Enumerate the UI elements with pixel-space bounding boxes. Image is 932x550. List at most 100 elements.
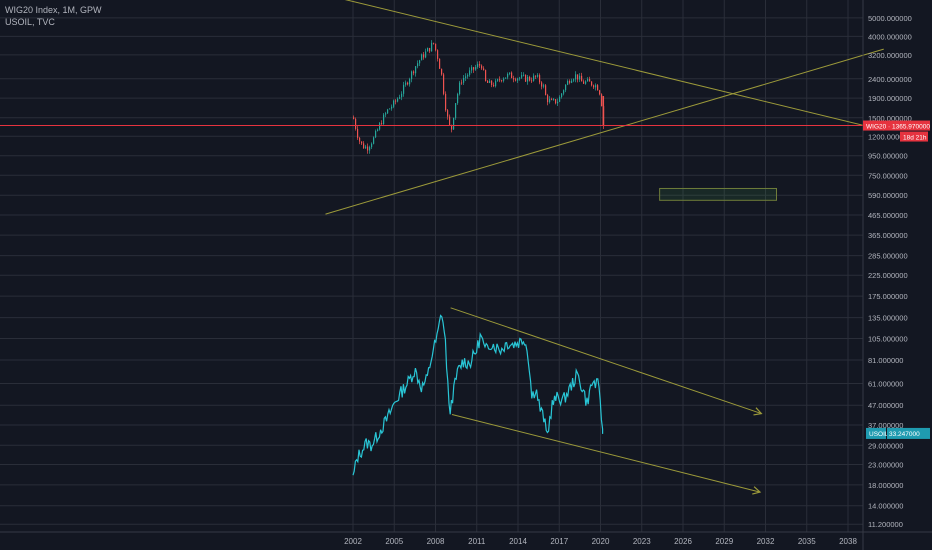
y-axis-tick-label: 1900.000000 — [868, 94, 912, 103]
wig20-candle-body — [485, 70, 487, 81]
wig20-candle-body — [587, 79, 589, 82]
y-axis-tick-label: 61.000000 — [868, 380, 903, 389]
wig20-candle-body — [395, 100, 397, 102]
y-axis-tick-label: 3200.000000 — [868, 51, 912, 60]
wig20-candle-body — [363, 143, 365, 149]
wig20-candle-body — [477, 64, 479, 68]
y-axis-tick-label: 18.000000 — [868, 481, 903, 490]
y-axis-tick-label: 2400.000000 — [868, 75, 912, 84]
x-axis-tick-label: 2032 — [757, 537, 775, 546]
wig20-candle-body — [509, 72, 511, 74]
wig20-candle-body — [521, 75, 523, 78]
wig20-candle-body — [353, 117, 355, 119]
trendline-oil-lower-channel[interactable] — [451, 414, 761, 493]
wig20-candle-body — [447, 110, 449, 117]
wig20-candle-body — [493, 84, 495, 87]
wig20-candle-body — [421, 54, 423, 61]
wig20-candle-body — [589, 79, 591, 82]
y-axis-tick-label: 365.000000 — [868, 231, 908, 240]
y-axis-tick-label: 4000.000000 — [868, 32, 912, 41]
trendline-wig-upper-descending[interactable] — [326, 0, 884, 131]
wig20-candle-body — [369, 147, 371, 151]
wig20-candle-body — [537, 75, 539, 77]
wig20-candle-body — [409, 79, 411, 85]
legend-overlay-symbol[interactable]: USOIL, TVC — [5, 17, 55, 27]
wig20-candle-body — [399, 97, 401, 99]
wig20-candle-body — [527, 76, 529, 82]
wig20-candle-body — [377, 129, 379, 131]
wig20-candle-body — [503, 78, 505, 81]
wig20-candle-body — [597, 85, 599, 91]
wig20-candle-body — [569, 80, 571, 83]
range-box-layer[interactable] — [659, 187, 777, 201]
y-axis-tick-label: 750.000000 — [868, 171, 908, 180]
wig20-candle-body — [427, 48, 429, 52]
y-axis-tick-label: 14.000000 — [868, 502, 903, 511]
x-axis-tick-label: 2005 — [385, 537, 403, 546]
usoil-symbol-label: USOIL — [869, 431, 889, 438]
wig20-candle-body — [405, 82, 407, 85]
wig20-candle-body — [413, 71, 415, 74]
wig20-candle-body — [585, 81, 587, 84]
wig20-candle-body — [563, 90, 565, 94]
wig20-candle-body — [579, 75, 581, 80]
wig20-candle-body — [387, 109, 389, 114]
wig20-candle-body — [539, 75, 541, 83]
trendline-layer[interactable] — [325, 0, 884, 495]
trendline-wig-lower-ascending[interactable] — [325, 48, 884, 215]
wig20-candle-body — [461, 82, 463, 84]
wig20-countdown-tag — [900, 131, 928, 142]
wig20-candle-body — [357, 128, 359, 138]
x-axis-tick-label: 2035 — [798, 537, 816, 546]
usoil-symbol-tag — [866, 427, 886, 439]
wig20-candle-body — [495, 80, 497, 87]
y-axis-tick-label: 285.000000 — [868, 252, 908, 261]
wig20-candle-body — [565, 84, 567, 91]
wig20-candle-body — [455, 103, 457, 118]
wig20-price-tag-label: WIG20 · 1365.970000 — [866, 124, 930, 131]
x-axis-tick-label: 2011 — [468, 537, 486, 546]
range-box[interactable] — [659, 187, 777, 201]
wig20-candle-body — [443, 74, 445, 94]
y-axis-tick-label: 81.000000 — [868, 356, 903, 365]
wig20-countdown-label: 18d 21h — [903, 135, 927, 142]
wig20-candle-body — [451, 124, 453, 130]
wig20-candle-body — [479, 64, 481, 66]
wig20-candle-body — [595, 85, 597, 88]
wig20-candle-body — [515, 79, 517, 81]
wig20-candle-body — [511, 72, 513, 79]
x-axis-tick-label: 2008 — [427, 537, 445, 546]
wig20-candle-body — [429, 48, 431, 52]
wig20-candle-body — [407, 82, 409, 85]
wig20-candle-body — [489, 80, 491, 83]
y-axis-tick-label: 1500.000000 — [868, 114, 912, 123]
wig20-candle-body — [471, 67, 473, 71]
wig20-candle-body — [465, 76, 467, 78]
wig20-candle-body — [445, 93, 447, 111]
wig20-candle-body — [599, 90, 601, 95]
wig20-candle-body — [531, 80, 533, 82]
wig20-candle-body — [463, 77, 465, 83]
x-axis-tick-label: 2029 — [715, 537, 733, 546]
wig20-candle-body — [375, 130, 377, 138]
usoil-price-label: 33.247000 — [889, 431, 920, 438]
price-tag-layer: WIG20 · 1365.970000 18d 21h USOIL 33.247000 — [863, 120, 930, 439]
usoil-line-layer — [352, 314, 604, 476]
x-axis-tick-label: 2023 — [633, 537, 651, 546]
wig20-candle-body — [373, 137, 375, 144]
wig20-candle-body — [543, 85, 545, 87]
wig20-candle-body — [383, 114, 385, 125]
legend-main-symbol[interactable]: WIG20 Index, 1M, GPW — [5, 5, 102, 15]
wig20-candle-body — [561, 93, 563, 97]
grid-layer — [0, 0, 863, 532]
trendline-oil-upper-channel[interactable] — [450, 307, 762, 415]
wig20-candle-body — [475, 67, 477, 70]
wig20-candle-body — [449, 116, 451, 125]
wig20-candle-body — [391, 106, 393, 109]
wig20-candle-body — [467, 74, 469, 77]
y-axis-tick-label: 135.000000 — [868, 314, 908, 323]
wig20-candle-body — [547, 95, 549, 103]
